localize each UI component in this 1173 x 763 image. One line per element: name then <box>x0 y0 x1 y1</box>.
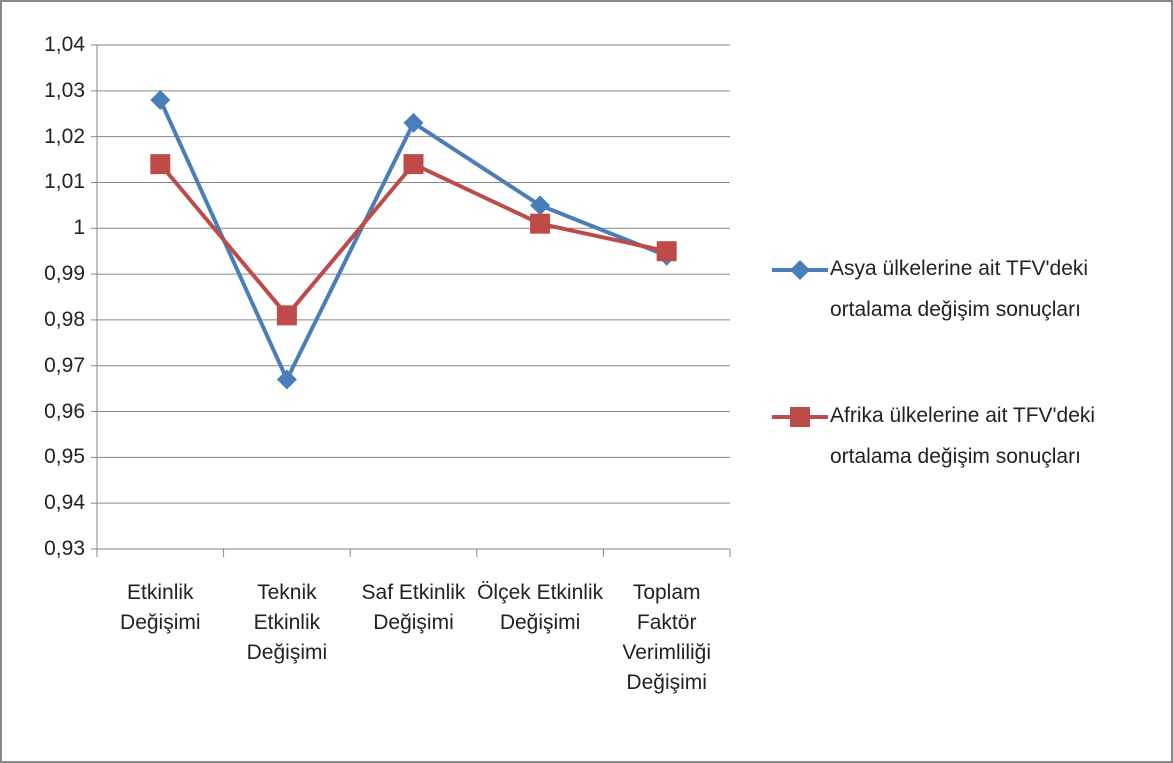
y-tick-label: 0,94 <box>44 491 85 515</box>
x-tick-label: Teknik Etkinlik Değişimi <box>246 581 328 664</box>
series-line <box>158 99 668 385</box>
y-tick-label: 1 <box>73 216 85 240</box>
legend-label: Afrika ülkelerine ait TFV'deki ortalama … <box>830 404 1096 468</box>
marker <box>403 154 424 175</box>
y-tick-label: 1,01 <box>44 170 85 194</box>
legend-label: Asya ülkelerine ait TFV'deki ortalama de… <box>830 257 1089 321</box>
series-line <box>158 161 668 319</box>
marker <box>530 195 551 216</box>
marker <box>150 89 171 110</box>
marker <box>656 241 677 262</box>
y-tick-label: 0,96 <box>44 399 85 423</box>
y-tick-label: 1,02 <box>44 124 85 148</box>
y-tick-label: 0,99 <box>44 262 85 286</box>
x-tick-label: Etkinlik Değişimi <box>120 581 201 634</box>
y-tick-label: 0,93 <box>44 537 85 560</box>
legend-marker <box>790 407 810 427</box>
marker <box>276 369 297 390</box>
y-tick-label: 0,98 <box>44 307 85 331</box>
y-tick-label: 0,97 <box>44 353 85 377</box>
x-tick-label: Toplam Faktör Verimliliği Değişimi <box>622 581 712 694</box>
marker <box>403 112 424 133</box>
y-tick-label: 0,95 <box>44 445 85 469</box>
legend-marker <box>790 260 810 280</box>
marker <box>276 305 297 326</box>
x-tick-label: Saf Etkinlik Değişimi <box>361 581 466 634</box>
marker <box>150 154 171 175</box>
y-tick-label: 1,04 <box>44 33 85 56</box>
x-tick-label: Ölçek Etkinlik Değişimi <box>477 581 604 634</box>
marker <box>530 213 551 234</box>
y-tick-label: 1,03 <box>44 78 85 102</box>
